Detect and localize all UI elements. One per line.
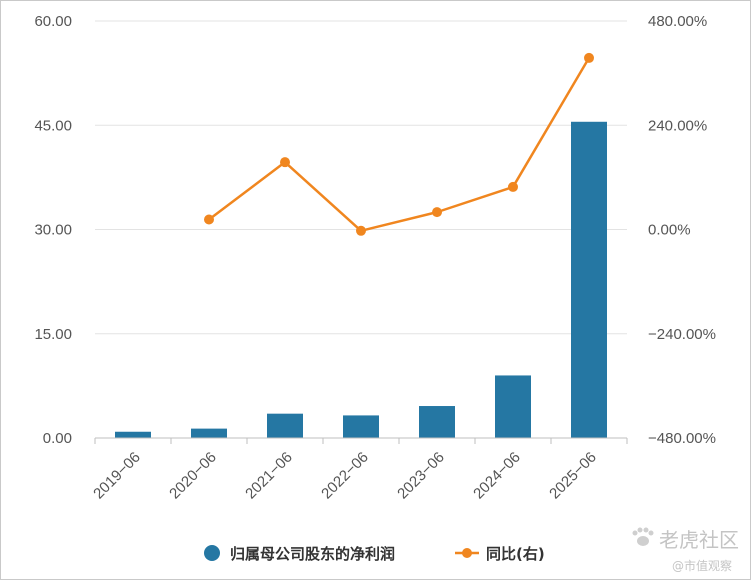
bar-series	[115, 121, 607, 439]
axes	[94, 437, 628, 444]
y-left-tick-label: 45.00	[34, 117, 72, 134]
grid	[95, 20, 627, 335]
line-point	[280, 157, 290, 168]
line-point	[204, 214, 214, 225]
y-left-tick-label: 60.00	[34, 13, 72, 30]
watermark-sub: @市值观察	[672, 558, 732, 573]
legend-bar-label: 归属母公司股东的净利润	[230, 545, 395, 563]
bar	[191, 428, 227, 438]
bar	[343, 415, 379, 438]
bar	[495, 375, 531, 438]
watermark: 老虎社区 @市值观察	[632, 527, 739, 573]
line-point	[508, 181, 518, 192]
x-tick-label: 2021−06	[242, 449, 296, 503]
y-left-tick-label: 15.00	[34, 326, 72, 343]
x-tick-label: 2023−06	[394, 449, 448, 503]
line-point	[432, 207, 442, 218]
bar	[115, 431, 151, 438]
x-tick-label: 2022−06	[318, 449, 372, 503]
watermark-brand: 老虎社区	[659, 528, 739, 552]
line-series	[204, 52, 594, 236]
x-tick-label: 2019−06	[90, 449, 144, 503]
paw-icon	[632, 527, 654, 546]
x-tick-label: 2020−06	[166, 449, 220, 503]
bar	[571, 121, 607, 439]
legend-line-label: 同比(右)	[486, 545, 545, 563]
y-right-tick-label: 0.00%	[648, 222, 691, 239]
y-right-tick-label: −240.00%	[648, 326, 716, 343]
x-tick-label: 2024−06	[470, 449, 524, 503]
y-right-tick-label: 240.00%	[648, 117, 707, 134]
legend-bar-marker	[204, 545, 220, 561]
line-path	[208, 57, 591, 233]
legend-line-marker	[462, 548, 472, 558]
y-left-tick-label: 0.00	[43, 430, 72, 447]
x-tick-label: 2025−06	[546, 449, 600, 503]
line-point	[356, 225, 366, 236]
y-right-tick-label: −480.00%	[648, 430, 716, 447]
line-point	[584, 52, 594, 63]
bar	[267, 413, 303, 438]
bar	[419, 406, 455, 438]
legend: 归属母公司股东的净利润 同比(右)	[204, 545, 545, 563]
y-right-tick-label: 480.00%	[648, 13, 707, 30]
y-left-tick-label: 30.00	[34, 222, 72, 239]
